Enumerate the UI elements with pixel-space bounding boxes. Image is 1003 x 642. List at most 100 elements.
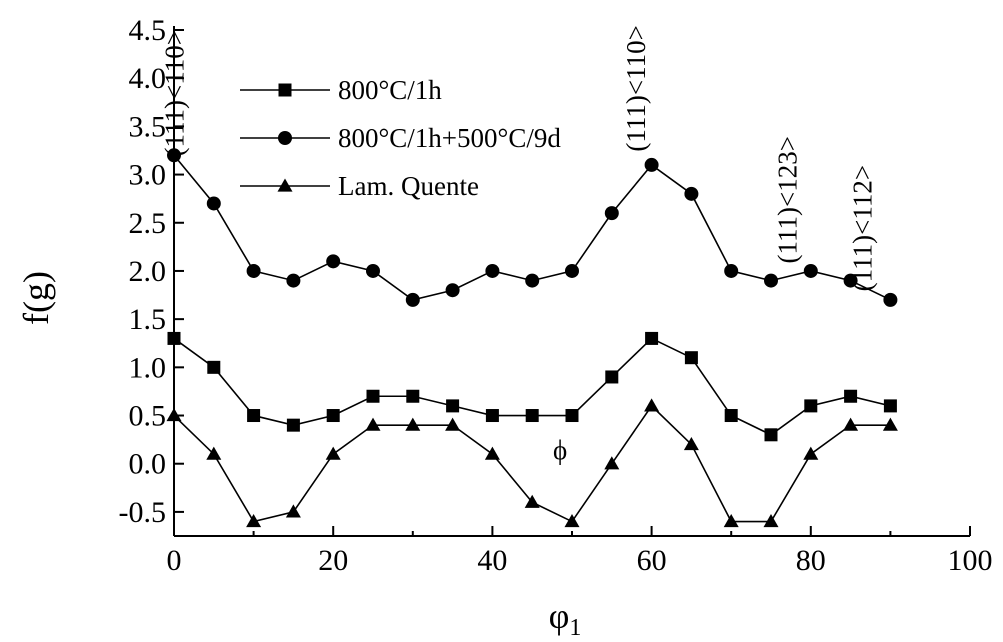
data-point-circle <box>843 273 858 288</box>
legend-label: 800°C/1h <box>338 75 442 105</box>
data-point-circle <box>286 273 301 288</box>
data-point-square <box>167 331 181 345</box>
x-axis-label-main: φ <box>549 596 570 636</box>
data-point-circle <box>644 157 659 172</box>
series-square <box>167 331 897 442</box>
data-point-triangle <box>763 514 779 528</box>
legend-item-triangle: Lam. Quente <box>240 171 479 201</box>
data-point-triangle <box>285 504 301 518</box>
data-point-triangle <box>882 417 898 431</box>
data-point-circle <box>883 292 898 307</box>
x-tick-label: 20 <box>318 544 348 577</box>
data-point-square <box>684 351 698 365</box>
y-tick-label: 3.0 <box>129 159 167 192</box>
orientation-annotation: (111)<110> <box>160 30 190 156</box>
data-point-triangle <box>683 436 699 451</box>
legend-label: Lam. Quente <box>338 171 479 201</box>
orientation-annotation: (111)<112> <box>847 165 877 291</box>
annotations: (111)<110> (111)<110> (111)<123> (111)<112>… <box>160 25 878 465</box>
data-point-triangle <box>484 446 500 460</box>
data-point-circle <box>405 292 420 307</box>
series-circle <box>167 148 898 307</box>
data-point-square <box>764 428 778 442</box>
data-point-square <box>645 331 659 345</box>
axes: 0 20 40 60 80 100 -0.5 0.0 0.5 1.0 1.5 2.0 2.5 3.0 3.5… <box>119 14 993 577</box>
data-point-circle <box>724 263 739 278</box>
data-point-square <box>286 418 300 432</box>
y-tick-label: -0.5 <box>119 496 167 529</box>
x-tick-label: 80 <box>796 544 826 577</box>
legend-item-square: 800°C/1h <box>240 75 442 105</box>
data-point-square <box>485 409 499 423</box>
y-axis-label: f(g) <box>16 271 56 325</box>
data-point-square <box>565 409 579 423</box>
data-point-square <box>804 399 818 413</box>
data-point-circle <box>565 263 579 278</box>
y-tick-label: 0.0 <box>129 448 167 481</box>
data-point-circle <box>366 263 380 278</box>
data-point-triangle <box>325 446 341 460</box>
data-point-triangle <box>166 408 182 422</box>
series-layer <box>166 148 898 528</box>
data-point-triangle <box>365 417 381 431</box>
y-tick-label: 2.0 <box>129 255 167 288</box>
data-point-square <box>326 409 340 423</box>
x-tick-label: 40 <box>477 544 507 577</box>
y-tick-label: 2.5 <box>129 207 167 240</box>
legend-marker-triangle <box>277 178 293 192</box>
data-point-square <box>844 389 858 403</box>
data-point-circle <box>326 254 341 269</box>
data-point-circle <box>684 186 699 201</box>
x-tick-label: 100 <box>948 544 993 577</box>
data-point-triangle <box>246 514 262 528</box>
legend-item-circle: 800°C/1h+500°C/9d <box>240 123 561 153</box>
data-point-square <box>525 409 539 423</box>
data-point-triangle <box>843 417 859 431</box>
data-point-square <box>724 409 738 423</box>
data-point-triangle <box>445 417 461 431</box>
data-point-circle <box>764 273 778 288</box>
data-point-square <box>406 389 420 403</box>
x-tick-label: 60 <box>637 544 667 577</box>
data-point-triangle <box>803 446 819 460</box>
phi-annotation: ϕ <box>553 435 567 465</box>
data-point-triangle <box>723 514 739 528</box>
series-triangle <box>166 398 898 528</box>
legend-label: 800°C/1h+500°C/9d <box>338 123 561 153</box>
data-point-circle <box>206 196 221 211</box>
x-axis-label-subscript: 1 <box>569 615 581 641</box>
data-point-triangle <box>524 494 540 508</box>
y-tick-label: 1.0 <box>129 351 167 384</box>
data-point-square <box>883 399 897 413</box>
data-point-circle <box>803 263 818 278</box>
data-point-triangle <box>644 398 660 412</box>
legend: 800°C/1h 800°C/1h+500°C/9d Lam. Quente <box>240 75 561 201</box>
data-point-circle <box>167 148 181 163</box>
x-tick-label: 0 <box>167 544 182 577</box>
orientation-annotation: (111)<123> <box>772 136 802 263</box>
legend-marker-circle <box>278 131 292 145</box>
data-point-triangle <box>604 456 620 470</box>
data-point-square <box>446 399 460 413</box>
y-tick-label: 3.5 <box>129 110 167 143</box>
x-axis-label: φ1 <box>549 596 582 641</box>
data-point-circle <box>525 273 540 288</box>
y-tick-label: 4.5 <box>129 14 167 47</box>
y-tick-label: 1.5 <box>129 303 167 336</box>
data-point-circle <box>246 263 261 278</box>
data-point-square <box>247 409 261 423</box>
y-tick-label: 0.5 <box>129 400 167 433</box>
data-point-circle <box>445 283 460 298</box>
data-point-triangle <box>564 514 580 528</box>
data-point-triangle <box>405 417 421 431</box>
y-tick-label: 4.0 <box>129 62 167 95</box>
legend-marker-square <box>278 83 292 97</box>
data-point-square <box>605 370 619 384</box>
data-point-square <box>207 360 221 374</box>
data-point-circle <box>604 206 619 221</box>
data-point-triangle <box>206 446 222 460</box>
data-point-square <box>366 389 380 403</box>
orientation-annotation: (111)<110> <box>621 25 651 151</box>
data-point-circle <box>485 263 500 278</box>
